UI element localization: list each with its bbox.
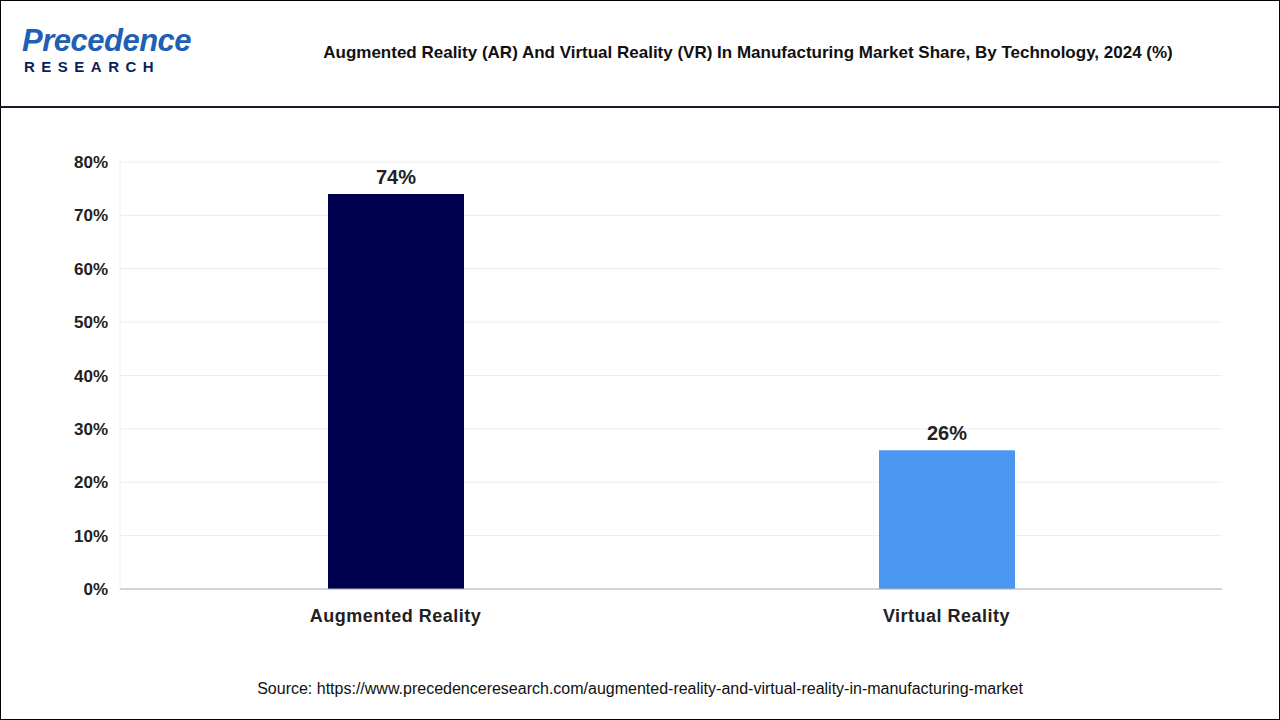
html-text:Augmented Reality (AR) And Vir: Augmented Reality (AR) And Virtual Reali… bbox=[323, 43, 1173, 62]
html-text:Source: https://www.precedence: Source: https://www.precedenceresearch.c… bbox=[257, 680, 1023, 697]
html-text:Precedence: Precedence bbox=[22, 23, 192, 58]
svg-text:50%: 50% bbox=[74, 313, 108, 332]
svg-text:60%: 60% bbox=[74, 260, 108, 279]
svg-text:26%: 26% bbox=[927, 422, 967, 444]
html-text:RESEARCH: RESEARCH bbox=[24, 58, 161, 75]
svg-text:30%: 30% bbox=[74, 420, 108, 439]
svg-text:40%: 40% bbox=[74, 367, 108, 386]
svg-text:0%: 0% bbox=[83, 580, 108, 599]
svg-text:20%: 20% bbox=[74, 473, 108, 492]
svg-text:Virtual Reality: Virtual Reality bbox=[883, 606, 1010, 626]
svg-text:80%: 80% bbox=[74, 153, 108, 172]
svg-text:74%: 74% bbox=[376, 166, 416, 188]
svg-text:10%: 10% bbox=[74, 527, 108, 546]
svg-text:Augmented Reality: Augmented Reality bbox=[310, 606, 482, 626]
svg-text:70%: 70% bbox=[74, 206, 108, 225]
